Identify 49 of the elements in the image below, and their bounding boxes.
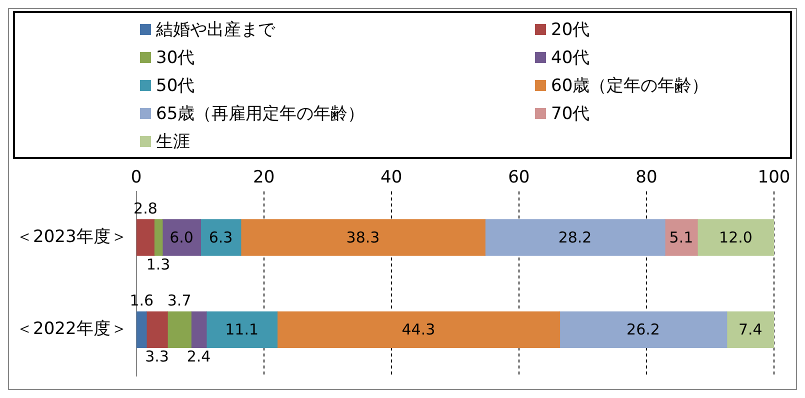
bar (136, 219, 154, 256)
bar (200, 219, 242, 256)
data-label: 44.3 (402, 320, 436, 339)
data-label: 3.3 (145, 348, 169, 366)
data-label: 6.3 (208, 228, 233, 246)
data-label: 3.7 (167, 292, 192, 310)
legend-label: 20代 (551, 18, 590, 40)
x-tick-label: 40 (380, 168, 402, 188)
bar (162, 219, 202, 256)
legend-label: 50代 (156, 74, 195, 96)
data-label: 26.2 (626, 320, 660, 339)
data-label: 6.0 (170, 228, 194, 246)
y-tick-label: ＜2023年度＞ (16, 226, 128, 247)
bar (206, 311, 278, 348)
legend-label: 結婚や出産まで (156, 18, 275, 40)
data-label: 28.2 (558, 228, 592, 246)
bar (276, 311, 560, 348)
bar (484, 219, 666, 256)
data-label: 5.1 (669, 228, 694, 246)
legend-label: 30代 (156, 46, 195, 68)
y-tick-label: ＜2022年度＞ (16, 319, 128, 340)
x-tick-label: 0 (130, 168, 142, 188)
data-label: 2.8 (134, 199, 158, 218)
data-label: 12.0 (719, 228, 752, 246)
data-label: 11.1 (225, 320, 259, 339)
legend-label: 60歳（定年の年齢） (551, 74, 709, 96)
x-tick-label: 20 (252, 168, 275, 188)
legend-label: 65歳（再雇用定年の年齢） (156, 102, 365, 124)
legend-label: 70代 (551, 102, 590, 124)
bar (664, 219, 698, 256)
bar (559, 311, 728, 348)
bar (146, 311, 168, 348)
bar (154, 219, 163, 256)
bar (726, 311, 774, 348)
legend-label: 生涯 (156, 130, 190, 152)
legend-label: 40代 (551, 46, 590, 68)
data-label: 7.4 (738, 320, 762, 339)
bar (240, 219, 486, 256)
bar (697, 219, 774, 256)
bar (190, 311, 207, 348)
data-label: 2.4 (186, 348, 211, 366)
data-label: 38.3 (346, 228, 380, 246)
bar (167, 311, 192, 348)
x-tick-label: 100 (758, 168, 790, 188)
data-label: 1.6 (130, 292, 154, 310)
bar (136, 311, 147, 348)
data-label: 1.3 (146, 255, 170, 274)
x-tick-label: 60 (508, 168, 530, 188)
x-tick-label: 80 (636, 168, 658, 188)
